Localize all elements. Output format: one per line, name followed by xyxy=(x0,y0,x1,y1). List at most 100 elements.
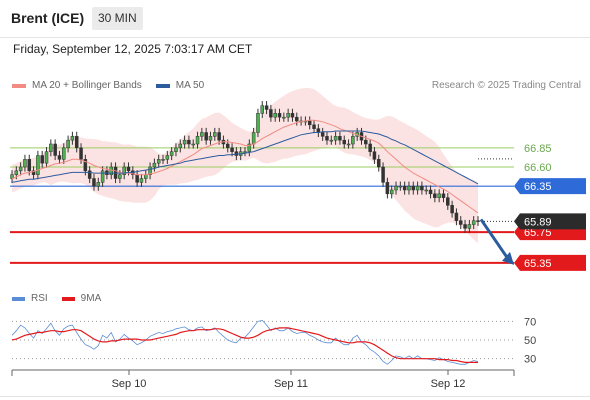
instrument-title: Brent (ICE) xyxy=(11,10,85,26)
x-tick-label: Sep 12 xyxy=(431,378,466,390)
candle-body xyxy=(144,174,148,179)
candle-body xyxy=(264,105,269,110)
candle-body xyxy=(476,220,480,222)
candle-body xyxy=(208,136,213,141)
rsi-line xyxy=(11,319,479,365)
candle-body xyxy=(74,136,79,149)
candle-body xyxy=(312,124,316,129)
candle-body xyxy=(402,185,407,191)
candle-body xyxy=(27,159,32,172)
ma20-line xyxy=(11,119,479,214)
candle-body xyxy=(156,159,161,164)
candle-body xyxy=(428,189,433,195)
forecast-arrow-shaft xyxy=(479,218,510,260)
timeframe-button[interactable]: 30 MIN xyxy=(92,7,143,30)
level-tag-66.35 xyxy=(514,178,586,195)
candle-body xyxy=(31,170,36,175)
candle-body xyxy=(437,193,441,198)
candle-body xyxy=(14,170,19,175)
candle-body xyxy=(368,143,372,152)
timestamp: Friday, September 12, 2025 7:03:17 AM CE… xyxy=(13,42,253,56)
candle-body xyxy=(458,220,463,225)
candle-body xyxy=(364,139,368,145)
candle-body xyxy=(40,155,44,164)
candle-body xyxy=(424,189,428,192)
bottom-divider xyxy=(0,396,590,397)
candle-body xyxy=(225,143,230,149)
candle-body xyxy=(66,139,70,149)
rsi-tick-50: 50 xyxy=(524,335,536,347)
candle-body xyxy=(446,197,450,206)
candle-body xyxy=(333,136,338,141)
candle-body xyxy=(346,143,351,146)
candle-body xyxy=(182,139,187,145)
candle-body xyxy=(169,151,174,156)
candle-body xyxy=(96,182,101,187)
candle-body xyxy=(213,132,217,137)
candle-body xyxy=(329,139,334,142)
level-label-65.75: 65.75 xyxy=(524,227,552,239)
ma20-label: MA 20 + Bollinger Bands xyxy=(32,80,142,91)
candle-body xyxy=(471,220,476,225)
price-legend: MA 20 + Bollinger Bands MA 50 xyxy=(12,80,218,91)
ma20-swatch xyxy=(12,83,26,88)
candle-body xyxy=(36,155,40,175)
level-label-66.85: 66.85 xyxy=(524,143,552,155)
candle-body xyxy=(256,113,260,133)
candle-body xyxy=(389,189,394,195)
ma9-swatch xyxy=(61,296,75,301)
candle-body xyxy=(307,120,312,126)
legend-item-ma20: MA 20 + Bollinger Bands xyxy=(12,80,142,91)
candle-body xyxy=(420,185,424,191)
candle-body xyxy=(338,136,342,141)
candle-body xyxy=(70,136,75,141)
current-price-tag xyxy=(514,213,586,230)
candle-body xyxy=(407,185,411,191)
candle-body xyxy=(377,159,381,168)
candle-body xyxy=(398,185,403,188)
rsi-tick-70: 70 xyxy=(524,316,536,328)
candle-body xyxy=(139,178,144,183)
ma9-label: 9MA xyxy=(80,293,102,304)
rsi-legend: RSI 9MA xyxy=(12,293,115,304)
candle-body xyxy=(411,185,416,191)
candle-body xyxy=(394,185,398,191)
candle-body xyxy=(23,159,27,168)
candle-body xyxy=(385,182,390,195)
bollinger-band xyxy=(12,87,478,244)
candle-body xyxy=(79,147,83,160)
rsi-9ma-line xyxy=(11,327,478,363)
candle-body xyxy=(441,193,446,198)
candle-body xyxy=(351,136,355,145)
candle-body xyxy=(381,166,385,183)
x-tick-label: Sep 10 xyxy=(112,378,147,390)
candle-body xyxy=(295,116,299,122)
candle-body xyxy=(247,143,252,152)
candle-body xyxy=(135,174,139,183)
candle-body xyxy=(152,162,157,168)
rsi-label: RSI xyxy=(31,293,48,304)
x-tick-label: Sep 11 xyxy=(274,378,308,390)
candle-body xyxy=(342,139,346,145)
candle-body xyxy=(62,147,66,160)
candle-body xyxy=(18,166,23,172)
candle-body xyxy=(286,113,290,118)
candle-body xyxy=(450,205,454,214)
level-label-66.35: 66.35 xyxy=(524,181,552,193)
candle-body xyxy=(433,193,437,198)
candle-body xyxy=(251,132,256,145)
candle-body xyxy=(53,143,57,156)
candle-body xyxy=(83,159,88,172)
candle-body xyxy=(57,155,62,160)
candle-body xyxy=(122,166,126,175)
candle-body xyxy=(174,147,178,152)
candle-body xyxy=(290,113,295,118)
level-label-66.60: 66.60 xyxy=(524,162,552,174)
candle-body xyxy=(463,224,467,229)
candle-body xyxy=(320,132,325,137)
ma50-swatch xyxy=(155,83,170,88)
candle-body xyxy=(204,132,208,141)
candle-body xyxy=(126,166,131,172)
legend-item-ma50: MA 50 xyxy=(155,80,204,91)
candle-body xyxy=(467,224,472,229)
